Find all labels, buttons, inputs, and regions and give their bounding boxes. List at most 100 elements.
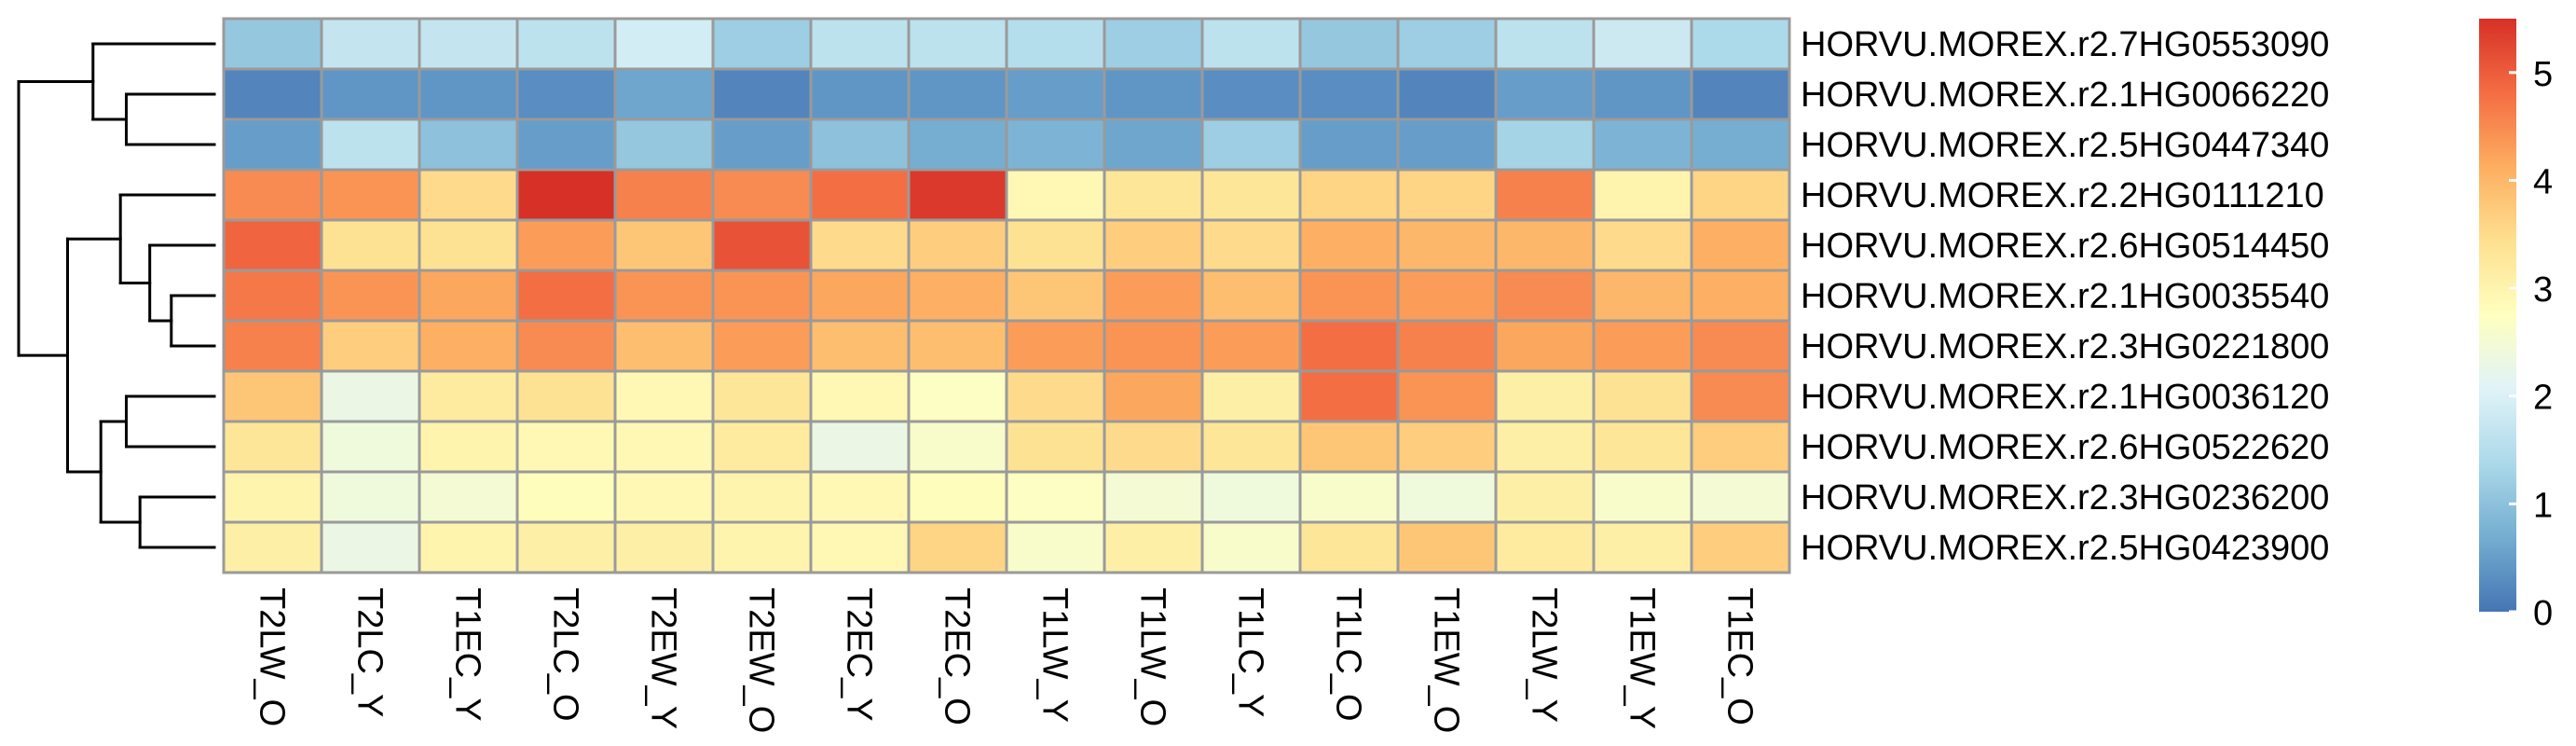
column-label: T1EW_O [1427,587,1466,733]
heatmap-cell [1005,420,1106,474]
heatmap-cell [1494,470,1596,524]
heatmap-cell [711,17,813,71]
heatmap-cell [515,218,617,272]
heatmap-cells [222,17,1791,574]
heatmap-cell [1494,369,1596,423]
heatmap-cell [222,17,323,71]
heatmap-cell [1298,218,1400,272]
heatmap-cell [711,420,813,474]
heatmap-cell [418,117,519,172]
heatmap-cell [1200,168,1302,222]
heatmap-cell [1396,17,1498,71]
heatmap-cell [1005,117,1106,172]
row-label: HORVU.MOREX.r2.5HG0423900 [1801,529,2329,568]
heatmap-cell [320,369,421,423]
heatmap-cell [809,420,911,474]
heatmap-cell [1103,319,1204,373]
column-labels: T2LW_O T2LC_Y T1EC_Y T2LC_O T2EW_Y T2EW_O T2EC… [253,587,1760,733]
heatmap-cell [1200,67,1302,121]
heatmap-cell [1592,420,1693,474]
heatmap-cell [418,269,519,323]
row-label: HORVU.MOREX.r2.1HG0035540 [1801,277,2329,316]
heatmap-cell [907,420,1008,474]
heatmap-cell [1494,168,1596,222]
heatmap-cell [1103,470,1204,524]
heatmap-cell [1005,369,1106,423]
color-legend: 0 1 2 3 4 5 [2479,19,2553,633]
heatmap-cell [1592,17,1693,71]
heatmap-cell [515,117,617,172]
heatmap-cell [711,319,813,373]
column-label: T2EW_O [742,587,781,733]
heatmap-cell [1103,17,1204,71]
heatmap-cell [1200,218,1302,272]
heatmap-cell [1200,420,1302,474]
heatmap-cell [222,520,323,574]
heatmap-cell [1005,470,1106,524]
heatmap-cell [1690,218,1791,272]
heatmap-cell [1396,520,1498,574]
legend-tick-label: 5 [2533,55,2553,94]
heatmap-cell [1494,17,1596,71]
heatmap-cell [1005,17,1106,71]
heatmap-cell [1494,218,1596,272]
heatmap-cell [418,218,519,272]
heatmap-cell [1494,319,1596,373]
heatmap-cell [1298,520,1400,574]
heatmap-cell [613,420,715,474]
heatmap-cell [1396,319,1498,373]
heatmap-cell [1298,17,1400,71]
heatmap-cell [1494,269,1596,323]
heatmap-cell [222,168,323,222]
heatmap-cell [907,117,1008,172]
row-label: HORVU.MOREX.r2.2HG0111210 [1801,176,2324,215]
heatmap-cell [222,420,323,474]
column-label: T1EW_Y [1623,587,1662,729]
heatmap-cell [320,470,421,524]
heatmap-cell [222,67,323,121]
heatmap-cell [1103,420,1204,474]
heatmap-cell [515,269,617,323]
column-label: T2LW_O [253,587,292,726]
heatmap-cell [1005,269,1106,323]
heatmap-cell [1298,420,1400,474]
heatmap-cell [711,168,813,222]
heatmap-cell [1103,520,1204,574]
heatmap-cell [613,319,715,373]
heatmap-cell [1592,269,1693,323]
heatmap-cell [809,520,911,574]
legend-tick-label: 1 [2533,486,2553,525]
row-label: HORVU.MOREX.r2.6HG0522620 [1801,428,2329,467]
heatmap-cell [515,168,617,222]
heatmap-cell [515,520,617,574]
heatmap-cell [1200,117,1302,172]
heatmap-cell [907,168,1008,222]
heatmap-cell [907,17,1008,71]
heatmap-cell [320,218,421,272]
column-label: T1LW_O [1133,587,1172,726]
row-label: HORVU.MOREX.r2.1HG0036120 [1801,378,2329,417]
heatmap-cell [711,67,813,121]
heatmap-cell [1103,67,1204,121]
column-label: T2EW_Y [644,587,683,729]
heatmap-cell [907,67,1008,121]
heatmap-cell [1494,117,1596,172]
heatmap-cell [1592,117,1693,172]
column-label: T2LC_Y [350,587,390,717]
heatmap-cell [809,168,911,222]
heatmap-cell [1200,369,1302,423]
row-dendrogram [17,42,216,549]
heatmap-cell [418,369,519,423]
heatmap-cell [1005,67,1106,121]
heatmap-cell [1494,67,1596,121]
heatmap-cell [1690,520,1791,574]
heatmap-cell [515,369,617,423]
heatmap-cell [613,17,715,71]
heatmap-cell [1103,218,1204,272]
heatmap-cell [907,269,1008,323]
row-label: HORVU.MOREX.r2.3HG0221800 [1801,327,2329,366]
heatmap-cell [1690,269,1791,323]
row-label: HORVU.MOREX.r2.7HG0553090 [1801,25,2329,64]
heatmap-cell [711,218,813,272]
heatmap-cell [1396,67,1498,121]
